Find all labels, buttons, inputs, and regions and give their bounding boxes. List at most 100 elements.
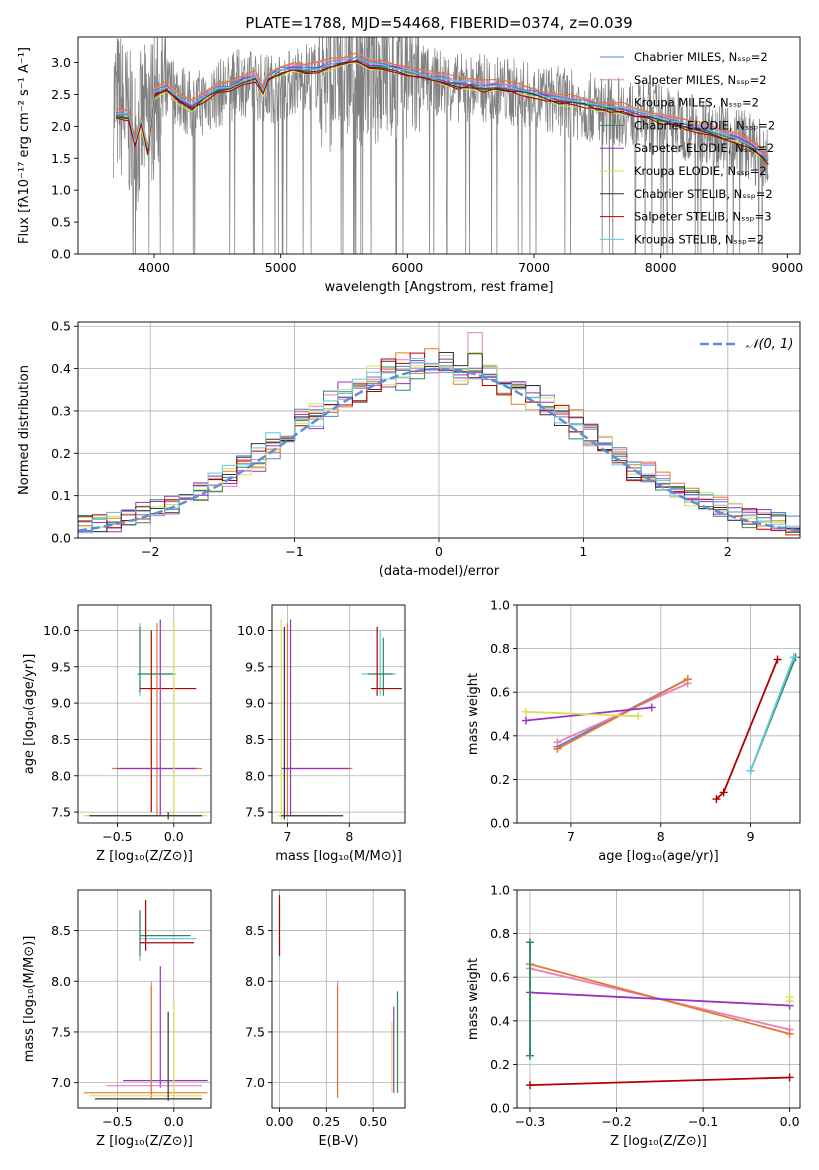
plot-area <box>525 938 794 1090</box>
x-tick-label: 0.00 <box>266 1114 294 1129</box>
x-axis-label: Z [log₁₀(Z/Z⊙)] <box>96 1134 193 1149</box>
y-tick-label: 0.2 <box>51 446 71 461</box>
y-tick-label: 8.5 <box>245 923 265 938</box>
series-line-2 <box>529 991 790 1007</box>
chart-age-vs-mass: 7 8 7.5 8.0 8.5 9.0 9.5 10.0 mass [log₁₀(M/M⊙)] <box>237 604 406 864</box>
plot-area <box>83 900 208 1101</box>
axes-frame <box>271 604 406 824</box>
series-line-4 <box>525 710 639 718</box>
x-tick-label: 8 <box>657 829 665 844</box>
y-tick-label: 9.5 <box>51 659 71 674</box>
series-marker-3-1 <box>785 1073 794 1082</box>
series-marker-2-0 <box>553 744 562 753</box>
x-axis-label: Z [log₁₀(Z/Z⊙)] <box>96 849 193 864</box>
x-tick-label: −0.2 <box>601 1114 631 1129</box>
y-tick-label: 7.0 <box>51 1075 71 1090</box>
y-tick-label: 0.0 <box>51 531 71 546</box>
axes-frame <box>77 889 212 1109</box>
y-tick-label: 10.0 <box>43 623 71 638</box>
y-tick-label: 8.0 <box>51 974 71 989</box>
y-tick-label: 0.5 <box>51 319 71 334</box>
y-tick-label: 0.8 <box>490 641 510 656</box>
y-tick-label: 0.8 <box>490 926 510 941</box>
plot-area <box>113 37 769 254</box>
y-tick-label: 0.2 <box>490 772 510 787</box>
series-marker-3-1 <box>647 703 656 712</box>
series-marker-6-1 <box>789 653 798 662</box>
y-tick-label: 3.0 <box>51 55 71 70</box>
x-tick-label: 0 <box>435 544 443 559</box>
model-line-2 <box>115 52 769 156</box>
x-tick-label: 6000 <box>391 260 423 275</box>
chart-weight-vs-z: −0.3 −0.2 −0.1 0.0 0.0 0.2 0.4 0.6 0.8 1.0 Z [log₁… <box>466 883 801 1149</box>
legend-entry-3: Chabrier ELODIE, Nₛₛₚ=2 <box>634 118 775 132</box>
axes-frame <box>77 36 801 255</box>
legend-entry-1: Salpeter MILES, Nₛₛₚ=2 <box>634 73 767 87</box>
series-marker-7-0 <box>712 795 721 804</box>
plot-area <box>278 619 402 820</box>
y-tick-label: 7.5 <box>51 805 71 820</box>
legend-entry-gaussian: 𝒩(0, 1) <box>746 337 793 352</box>
y-tick-label: 9.0 <box>51 696 71 711</box>
series-marker-3-0 <box>525 1081 534 1090</box>
legend-entry-4: Salpeter ELODIE, Nₛₛₚ=2 <box>634 141 774 155</box>
series-line-2 <box>556 678 689 750</box>
series-marker-6-1 <box>785 992 794 1001</box>
legend-entry-2: Kroupa MILES, Nₛₛₚ=2 <box>634 96 759 110</box>
x-tick-label: 8000 <box>645 260 677 275</box>
y-tick-label: 0.5 <box>51 215 71 230</box>
y-axis-label: age [log₁₀(age/yr)] <box>22 654 37 775</box>
series-marker-7-1 <box>719 788 728 797</box>
x-tick-label: 9000 <box>771 260 803 275</box>
x-tick-label: 9 <box>747 829 755 844</box>
chart-mass-vs-z: −0.5 0.0 7.0 7.5 8.0 8.5 Z [log₁₀(Z/Z⊙)] mass [… <box>22 889 212 1149</box>
x-tick-label: −2 <box>141 544 159 559</box>
y-tick-label: 8.5 <box>51 732 71 747</box>
plot-area <box>278 895 399 1098</box>
x-tick-label: 7 <box>283 829 291 844</box>
legend-entry-5: Kroupa ELODIE, Nₛₛₚ=2 <box>634 164 767 178</box>
legend-entry-6: Chabrier STELIB, Nₛₛₚ=2 <box>634 187 773 201</box>
series-line-7 <box>715 659 779 800</box>
histogram-6 <box>78 352 800 533</box>
y-tick-label: 0.2 <box>490 1057 510 1072</box>
y-tick-label: 7.5 <box>245 805 265 820</box>
y-tick-label: 0.1 <box>51 488 71 503</box>
histogram-8 <box>78 357 800 534</box>
y-tick-label: 8.0 <box>51 768 71 783</box>
x-tick-label: 0.50 <box>359 1114 387 1129</box>
chart-age-vs-z: −0.5 0.0 7.5 8.0 8.5 9.0 9.5 10.0 Z [log₁₀(Z/Z⊙)… <box>22 604 212 864</box>
y-tick-label: 7.5 <box>51 1024 71 1039</box>
y-axis-label: Normed distribution <box>17 365 32 495</box>
y-tick-label: 8.0 <box>245 974 265 989</box>
model-line-0 <box>115 56 769 160</box>
chart-spectrum: 4000 5000 6000 7000 8000 9000 0.0 0.5 1.0 1.5 2.0 2… <box>17 14 803 295</box>
x-tick-label: 5000 <box>265 260 297 275</box>
series-marker-5-0 <box>525 1051 534 1060</box>
y-tick-label: 0.4 <box>490 1013 510 1028</box>
model-line-1 <box>115 51 769 158</box>
x-tick-label: 8 <box>345 829 353 844</box>
y-tick-label: 9.5 <box>245 659 265 674</box>
x-tick-label: 1 <box>579 544 587 559</box>
x-tick-label: −0.3 <box>515 1114 545 1129</box>
axes-frame <box>271 889 406 1109</box>
axes-frame <box>516 889 801 1109</box>
legend-entry-7: Salpeter STELIB, Nₛₛₚ=3 <box>634 210 772 224</box>
x-axis-label: mass [log₁₀(M/M⊙)] <box>275 849 402 864</box>
y-tick-label: 1.0 <box>490 598 510 613</box>
x-tick-label: 0.0 <box>780 1114 800 1129</box>
chart-mass-vs-ebv: 0.00 0.25 0.50 7.0 7.5 8.0 8.5 E(B-V) <box>245 889 406 1149</box>
y-axis-label: mass weight <box>466 673 481 755</box>
y-tick-label: 2.0 <box>51 119 71 134</box>
plot-area <box>83 619 208 820</box>
x-tick-label: 0.25 <box>312 1114 340 1129</box>
x-axis-label: E(B-V) <box>318 1134 358 1149</box>
series-marker-4-0 <box>521 707 530 716</box>
series-marker-1-1 <box>785 1029 794 1038</box>
y-axis-label: Flux [fλ10⁻¹⁷ erg cm⁻² s⁻¹ A⁻¹] <box>17 47 32 244</box>
series-marker-2-1 <box>683 675 692 684</box>
y-axis-label: mass weight <box>466 958 481 1040</box>
y-tick-label: 0.3 <box>51 403 71 418</box>
